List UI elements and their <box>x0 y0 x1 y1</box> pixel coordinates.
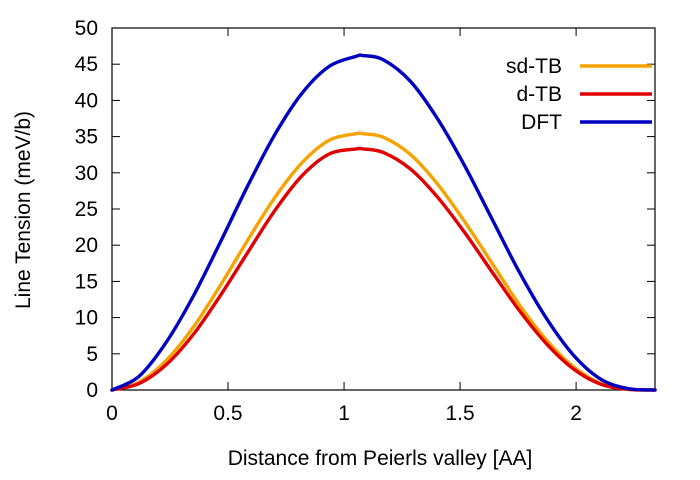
y-axis-label: Line Tension (meV/b) <box>12 111 35 309</box>
y-tick-label: 30 <box>75 162 98 185</box>
y-tick-label: 15 <box>75 270 98 293</box>
x-tick-label: 0.5 <box>213 402 242 425</box>
x-tick-label: 0 <box>106 402 118 425</box>
y-tick-label: 35 <box>75 126 98 149</box>
y-tick-label: 20 <box>75 234 98 257</box>
series-line-dft <box>110 53 657 392</box>
series-line-sd-tb <box>110 131 657 392</box>
legend-label-dft: DFT <box>521 111 562 134</box>
y-tick-label: 45 <box>75 53 98 76</box>
y-tick-label: 50 <box>75 17 98 40</box>
y-tick-label: 0 <box>86 379 98 402</box>
series-line-d-tb <box>110 146 657 392</box>
legend-label-sd-tb: sd-TB <box>506 55 562 78</box>
legend-label-d-tb: d-TB <box>516 83 562 106</box>
y-tick-label: 25 <box>75 198 98 221</box>
series-lines <box>110 53 657 392</box>
y-axis-ticks: 0 5 10 15 20 25 30 35 40 45 50 <box>75 17 655 402</box>
y-tick-label: 40 <box>75 89 98 112</box>
y-tick-label: 5 <box>86 343 98 366</box>
legend: sd-TB d-TB DFT <box>506 55 652 134</box>
x-tick-label: 1 <box>338 402 350 425</box>
x-axis-label: Distance from Peierls valley [AA] <box>228 447 533 470</box>
x-axis-ticks: 0 0.5 1 1.5 2 <box>106 28 582 425</box>
x-tick-label: 1.5 <box>445 402 474 425</box>
x-tick-label: 2 <box>570 402 582 425</box>
y-tick-label: 10 <box>75 307 98 330</box>
